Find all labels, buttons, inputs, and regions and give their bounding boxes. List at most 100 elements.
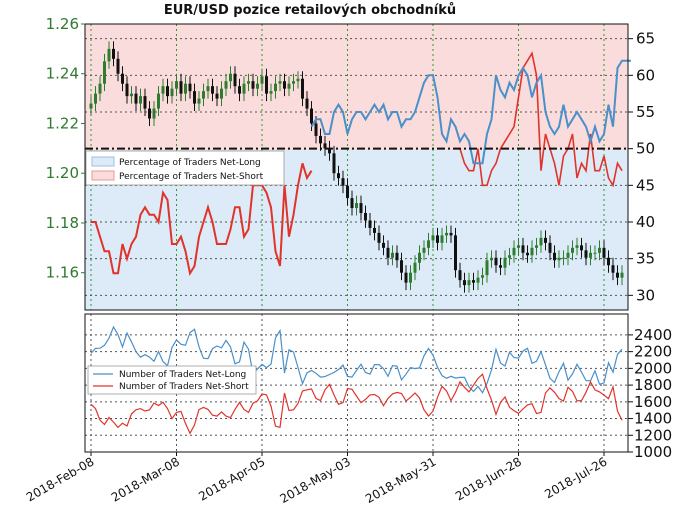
candle-body	[544, 237, 547, 243]
candle-body	[503, 257, 507, 268]
candle-body	[283, 81, 286, 89]
x-tick-label: 2018-Feb-08	[24, 454, 97, 504]
candle-body	[458, 270, 462, 281]
chart-title: EUR/USD pozice retailových obchodníků	[164, 3, 456, 18]
left-tick-label: 1.24	[46, 65, 79, 83]
right-tick-label: 40	[636, 213, 655, 231]
candle-body	[377, 232, 381, 243]
candle-body	[413, 262, 417, 273]
candle-body	[332, 153, 336, 174]
candle-body	[121, 73, 124, 84]
candle-body	[274, 83, 277, 92]
candle-body	[368, 220, 372, 228]
right-tick-label: 30	[636, 286, 655, 304]
candle-body	[98, 83, 102, 94]
candle-body	[260, 76, 264, 84]
candle-body	[494, 257, 498, 266]
candle-body	[422, 247, 426, 253]
candle-body	[611, 265, 615, 273]
candle-body	[202, 91, 205, 99]
candle-body	[328, 148, 331, 154]
candle-body	[125, 83, 129, 97]
left-tick-label: 1.22	[46, 114, 79, 132]
candle-body	[179, 81, 183, 94]
candle-body	[229, 73, 232, 82]
candle-body	[526, 252, 529, 256]
candle-body	[359, 203, 363, 214]
candle-body	[382, 242, 385, 248]
candle-body	[224, 81, 228, 89]
candle-body	[346, 185, 349, 199]
candle-body	[184, 83, 187, 94]
candle-body	[620, 272, 624, 278]
legend-long-swatch	[91, 156, 115, 167]
candle-body	[521, 245, 525, 253]
candle-body	[337, 173, 340, 179]
candle-body	[143, 96, 147, 109]
candle-body	[508, 255, 511, 258]
lower-tick-label: 2200	[634, 343, 672, 361]
candle-body	[166, 86, 169, 97]
left-tick-label: 1.26	[46, 15, 79, 33]
candle-body	[188, 83, 192, 92]
candle-body	[575, 245, 579, 248]
candle-body	[517, 245, 520, 248]
candle-body	[292, 81, 295, 84]
legend-lower: Number of Traders Net-Long Number of Tra…	[87, 365, 257, 395]
candle-body	[265, 76, 268, 94]
candle-body	[571, 247, 574, 253]
lower-tick-label: 1800	[634, 376, 672, 394]
candle-body	[463, 280, 466, 286]
candle-body	[161, 86, 165, 94]
candle-body	[152, 108, 156, 119]
candle-body	[436, 235, 439, 243]
candle-body	[256, 83, 259, 89]
lower-tick-label: 1000	[634, 443, 672, 461]
lower-frame	[84, 313, 629, 453]
candle-body	[319, 135, 322, 144]
series-short-pct	[91, 163, 313, 276]
x-tick-label: 2018-May-31	[363, 454, 438, 506]
candle-body	[616, 272, 619, 278]
candle-body	[220, 88, 223, 99]
x-tick-label: 2018-Jun-28	[453, 454, 524, 503]
candle-body	[373, 227, 376, 233]
left-tick-label: 1.20	[46, 164, 79, 182]
right-tick-label: 65	[636, 30, 655, 48]
candle-body	[485, 260, 489, 276]
candle-body	[535, 245, 538, 248]
candle-body	[215, 93, 219, 99]
candle-body	[350, 198, 354, 209]
right-tick-label: 55	[636, 103, 655, 121]
lower-tick-label: 1600	[634, 393, 672, 411]
candle-body	[566, 252, 570, 258]
candle-body	[89, 103, 93, 109]
x-tick-label: 2018-May-03	[278, 454, 353, 506]
candle-body	[116, 58, 120, 74]
candle-body	[238, 86, 241, 94]
candle-body	[557, 257, 561, 261]
right-tick-label: 50	[636, 140, 655, 158]
upper-frame	[84, 23, 629, 311]
candle-body	[593, 252, 597, 254]
candle-body	[175, 81, 178, 89]
candle-body	[409, 272, 412, 283]
series-number-short	[90, 373, 623, 435]
candle-body	[139, 96, 142, 104]
candle-body	[157, 93, 160, 109]
lower-tick-label: 1200	[634, 426, 672, 444]
lower-tick-label: 2000	[634, 359, 672, 377]
candle-body	[607, 257, 610, 266]
candle-body	[548, 242, 552, 253]
candle-body	[112, 48, 115, 59]
candle-body	[391, 252, 394, 258]
candle-body	[467, 280, 471, 286]
candle-body	[404, 272, 408, 283]
candle-body	[278, 81, 282, 84]
legend-number-short-label: Number of Traders Net-Short	[119, 382, 249, 392]
candle-body	[400, 260, 403, 273]
candle-body	[310, 108, 313, 124]
candle-body	[476, 277, 480, 283]
candle-body	[103, 61, 106, 84]
legend-number-long-label: Number of Traders Net-Long	[119, 370, 246, 380]
